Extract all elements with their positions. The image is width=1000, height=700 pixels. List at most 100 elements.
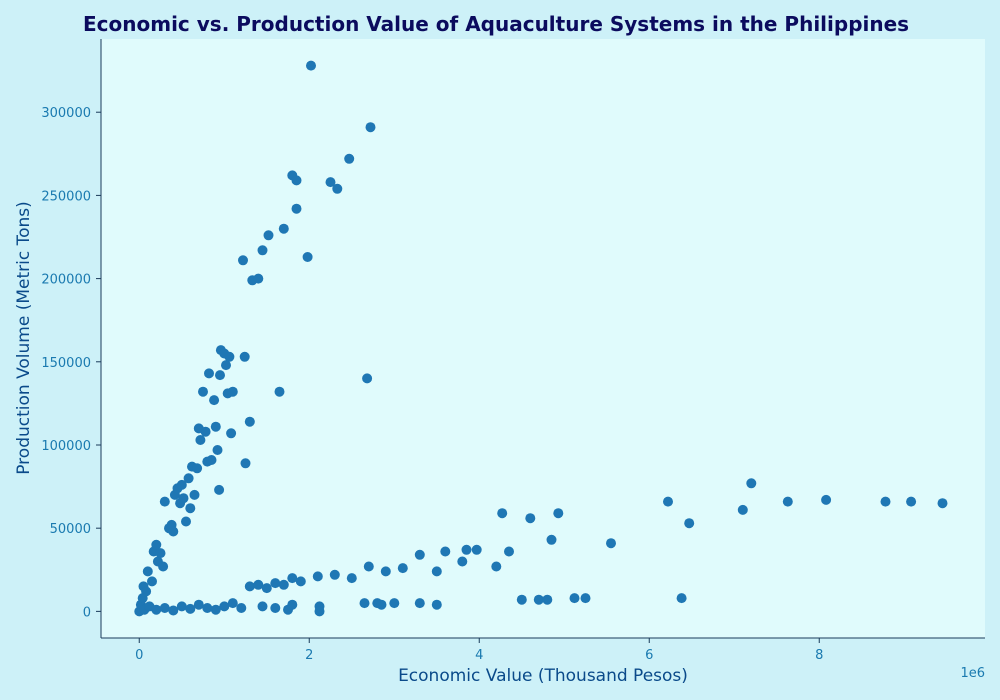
scatter-point [332, 183, 343, 194]
scatter-point [141, 586, 152, 597]
scatter-point [219, 601, 230, 612]
scatter-point [159, 603, 170, 613]
scatter-point [176, 479, 187, 490]
scatter-point [295, 576, 306, 587]
scatter-point [606, 538, 616, 549]
scatter-point [240, 458, 251, 469]
scatter-point [151, 539, 162, 550]
scatter-point [236, 603, 247, 613]
scatter-point [151, 604, 162, 615]
scatter-point [195, 435, 206, 445]
scatter-point [202, 603, 213, 613]
scatter-point [278, 223, 289, 234]
scatter-point [183, 473, 194, 484]
scatter-point [181, 516, 191, 527]
scatter-point [215, 370, 225, 381]
scatter-point [533, 594, 544, 605]
scatter-point [244, 581, 255, 592]
scatter-point [782, 496, 793, 507]
x-axis-label: Economic Value (Thousand Pesos) [398, 666, 688, 686]
scatter-point [159, 496, 170, 507]
scatter-point [178, 493, 189, 504]
plot-area [101, 39, 985, 638]
scatter-point [329, 569, 340, 580]
scatter-point [414, 598, 425, 609]
scatter-point [553, 508, 564, 519]
scatter-point [192, 463, 203, 474]
scatter-point [270, 603, 281, 613]
scatter-point [287, 573, 298, 584]
scatter-point [440, 546, 451, 557]
scatter-point [314, 606, 325, 617]
scatter-point [200, 426, 211, 437]
scatter-point [291, 203, 302, 214]
scatter-point [221, 360, 231, 371]
scatter-point [937, 498, 948, 509]
scatter-point [569, 593, 580, 604]
scatter-point [376, 599, 387, 610]
scatter-point [542, 594, 553, 605]
scatter-point [210, 604, 221, 615]
scatter-point [504, 546, 514, 557]
x-axis-offset-label: 1e6 [960, 666, 985, 681]
scatter-point [906, 496, 917, 507]
scatter-point [209, 395, 220, 406]
x-tick-label: 8 [815, 648, 823, 663]
y-tick-label: 0 [83, 605, 91, 620]
scatter-point [214, 484, 225, 495]
scatter-point [263, 230, 274, 241]
scatter-point [737, 504, 748, 515]
x-axis-ticks: 0 2 4 6 8 [135, 638, 823, 663]
scatter-point [253, 273, 264, 284]
scatter-point [397, 563, 408, 574]
scatter-point [238, 255, 248, 266]
scatter-point [274, 386, 285, 397]
scatter-point [312, 571, 323, 582]
scatter-point [210, 421, 221, 432]
y-axis-ticks: 0 50000 100000 150000 200000 250000 300000 [41, 106, 101, 620]
y-tick-label: 200000 [41, 273, 91, 288]
points-layer [134, 60, 948, 617]
scatter-point [516, 594, 527, 605]
scatter-point [365, 122, 376, 133]
x-tick-label: 4 [475, 648, 483, 663]
scatter-point [431, 599, 442, 610]
scatter-point [461, 544, 472, 555]
scatter-point [176, 601, 187, 612]
scatter-point [189, 489, 200, 500]
scatter-point [227, 386, 238, 397]
scatter-point [525, 513, 536, 524]
scatter-point [676, 593, 687, 604]
scatter-point [261, 583, 272, 594]
scatter-point [457, 556, 468, 567]
scatter-point [185, 503, 196, 514]
scatter-point [239, 351, 250, 362]
scatter-point [168, 526, 179, 537]
scatter-point [580, 593, 591, 604]
scatter-point [158, 561, 169, 572]
scatter-point [155, 548, 166, 559]
scatter-point [684, 518, 695, 529]
scatter-point [491, 561, 502, 572]
scatter-point [287, 599, 298, 610]
scatter-point [821, 494, 832, 505]
scatter-point [325, 177, 336, 188]
scatter-point [346, 573, 357, 584]
scatter-point [244, 416, 255, 427]
scatter-point [380, 566, 391, 577]
y-axis-label: Production Volume (Metric Tons) [14, 201, 34, 475]
scatter-point [212, 445, 223, 455]
scatter-point [270, 578, 281, 589]
y-tick-label: 250000 [41, 189, 91, 204]
scatter-point [471, 544, 482, 555]
scatter-point [359, 598, 370, 609]
scatter-point [168, 605, 179, 616]
scatter-point [431, 566, 442, 577]
y-tick-label: 150000 [41, 356, 91, 371]
scatter-point [363, 561, 374, 572]
scatter-point [344, 153, 355, 164]
scatter-point [663, 496, 673, 507]
scatter-point [257, 245, 268, 256]
scatter-point [302, 252, 313, 262]
